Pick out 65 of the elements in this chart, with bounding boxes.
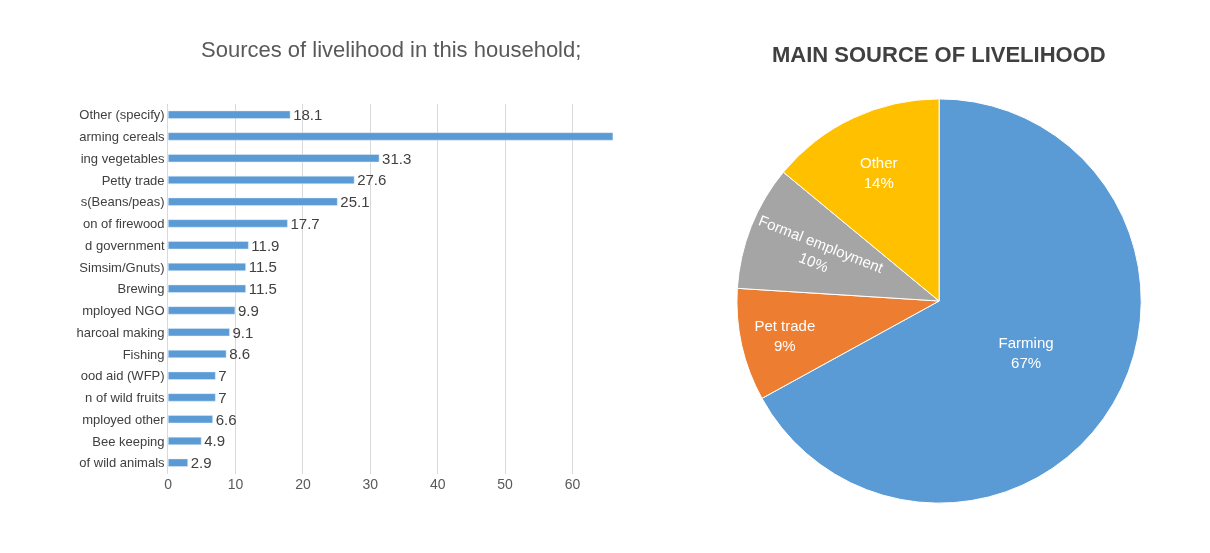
- data-label: 17.7: [290, 214, 320, 232]
- y-tick-label: Simsim/Gnuts): [79, 259, 165, 275]
- x-tick-label: 50: [497, 475, 514, 492]
- y-tick-label: of wild animals: [79, 455, 166, 471]
- bar: [168, 132, 613, 141]
- data-label: 67%: [1011, 353, 1042, 371]
- bar: [168, 349, 227, 358]
- data-label: 9.1: [232, 323, 254, 341]
- bar: [168, 458, 188, 467]
- y-tick-label: Other (specify): [79, 107, 165, 123]
- y-tick-label: n of wild fruits: [85, 389, 166, 405]
- bar: [168, 393, 216, 402]
- y-tick-label: arming cereals: [79, 128, 166, 144]
- bar: [168, 154, 380, 163]
- data-label: 9.9: [237, 301, 259, 319]
- bar: [168, 371, 216, 380]
- y-tick-label: harcoal making: [76, 324, 165, 340]
- y-tick-label: ood aid (WFP): [80, 368, 165, 384]
- data-label: 7: [218, 367, 227, 385]
- y-tick-label: d government: [85, 237, 165, 253]
- x-tick-label: 10: [227, 475, 244, 492]
- data-label: 18.1: [293, 106, 323, 124]
- bar: [168, 241, 249, 250]
- y-tick-label: ing vegetables: [80, 150, 166, 166]
- y-tick-label: Bee keeping: [92, 433, 165, 449]
- data-label: 11.9: [251, 236, 280, 254]
- y-tick-label: mployed other: [82, 411, 166, 427]
- data-label: 8.6: [229, 345, 250, 363]
- bar: [168, 197, 338, 206]
- bar: [168, 436, 202, 445]
- bar: [168, 219, 288, 228]
- y-tick-label: Petty trade: [101, 172, 165, 188]
- bar: [168, 306, 236, 315]
- y-tick-label: Fishing: [122, 346, 165, 362]
- x-tick-label: 40: [429, 475, 446, 492]
- x-tick-label: 60: [564, 475, 581, 492]
- data-label: 6.6: [215, 410, 237, 428]
- slice-label: Pet trade: [754, 317, 816, 335]
- data-label: 2.9: [190, 454, 212, 472]
- bar: [168, 284, 246, 293]
- bar: [168, 262, 246, 271]
- y-tick-label: mployed NGO: [82, 302, 165, 318]
- chart-title: Sources of livelihood in this household;: [201, 37, 582, 62]
- x-tick-label: 30: [362, 475, 379, 492]
- bar: [168, 415, 213, 424]
- bar: [168, 175, 355, 184]
- bar: [168, 328, 230, 337]
- data-label: 31.3: [382, 149, 412, 167]
- chart-title: MAIN SOURCE OF LIVELIHOOD: [772, 42, 1106, 67]
- x-tick-label: 0: [164, 475, 173, 492]
- data-label: 11.5: [248, 280, 277, 298]
- data-label: 14%: [863, 173, 894, 191]
- slice-label: Farming: [998, 334, 1054, 352]
- bar: [168, 110, 291, 119]
- data-label: 7: [218, 388, 227, 406]
- data-label: 9%: [774, 336, 796, 354]
- data-label: 11.5: [248, 258, 277, 276]
- data-label: 4.9: [204, 432, 226, 450]
- data-label: 27.6: [357, 171, 387, 189]
- y-tick-label: s(Beans/peas): [80, 194, 165, 210]
- y-tick-label: on of firewood: [82, 215, 165, 231]
- x-tick-label: 20: [295, 475, 311, 492]
- slice-label: Other: [859, 154, 898, 172]
- data-label: 25.1: [340, 193, 370, 211]
- y-tick-label: Brewing: [117, 281, 165, 297]
